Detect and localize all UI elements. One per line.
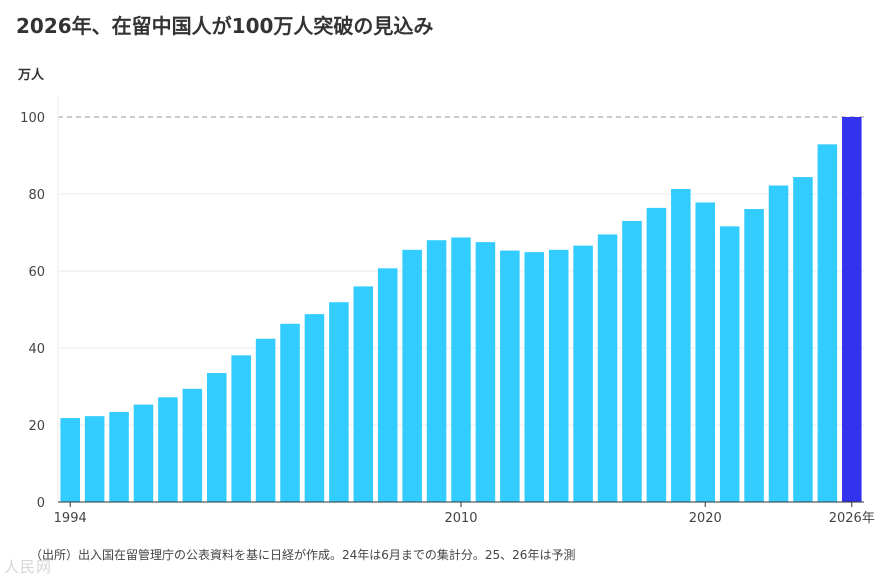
bar-2011: [475, 242, 496, 503]
x-tick-label-1994: 1994: [54, 511, 87, 526]
x-tick-label-2026: 2026年: [829, 511, 875, 526]
bar-2005: [329, 302, 349, 502]
y-tick-label-20: 20: [28, 419, 45, 434]
bar-2015: [573, 245, 593, 502]
bar-1999: [182, 388, 203, 502]
y-tick-label-60: 60: [28, 265, 45, 280]
bar-2001: [231, 355, 251, 502]
y-tick-label-100: 100: [20, 111, 45, 126]
y-axis-unit-label: 万人: [18, 68, 45, 83]
bar-2017: [622, 220, 642, 502]
bar-2016: [597, 234, 618, 502]
bar-2007: [377, 268, 398, 502]
bar-2010: [451, 237, 471, 502]
chart-title: 2026年、在留中国人が100万人突破の見込み: [16, 14, 434, 38]
bar-2026: [842, 117, 862, 502]
bar-2020: [695, 202, 716, 502]
bar-2018: [646, 207, 667, 503]
bar-2023: [768, 185, 789, 502]
source-note: （出所）出入国在留管理庁の公表資料を基に日経が作成。24年は6月までの集計分。2…: [30, 548, 576, 562]
bar-2000: [206, 373, 227, 502]
bar-2022: [744, 209, 764, 502]
bar-2003: [280, 323, 300, 502]
x-tick-label-2020: 2020: [689, 511, 722, 526]
bar-2002: [255, 338, 276, 502]
y-tick-label-40: 40: [28, 342, 45, 357]
bar-1994: [60, 418, 80, 502]
bar-1997: [133, 404, 154, 502]
y-tick-label-80: 80: [28, 188, 45, 203]
bar-2013: [524, 252, 545, 502]
bar-2024: [793, 177, 813, 502]
bar-1998: [158, 397, 178, 502]
bar-2021: [719, 226, 740, 502]
bar-2025: [817, 144, 838, 502]
bar-2019: [671, 189, 691, 502]
bar-1995: [84, 416, 105, 502]
bar-2012: [500, 250, 520, 502]
bar-1996: [109, 411, 129, 502]
x-tick-label-2010: 2010: [444, 511, 477, 526]
bar-2009: [426, 240, 447, 502]
y-tick-label-0: 0: [37, 496, 45, 511]
watermark-logo: 人民网: [4, 558, 53, 576]
bar-2014: [548, 249, 569, 502]
bar-2004: [304, 314, 325, 502]
bar-2008: [402, 249, 422, 502]
bar-2006: [353, 286, 374, 502]
